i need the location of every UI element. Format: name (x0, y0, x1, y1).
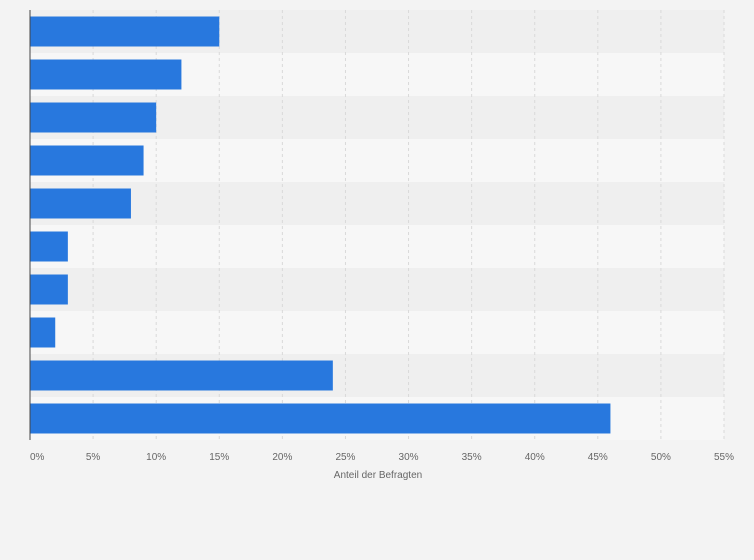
row-band (30, 225, 724, 268)
bar-series (30, 16, 611, 434)
x-tick-label: 0% (30, 452, 45, 463)
x-tick-label: 50% (651, 452, 671, 463)
x-tick-label: 20% (272, 452, 292, 463)
x-tick-label: 15% (209, 452, 229, 463)
x-tick-label: 55% (714, 452, 734, 463)
bar[interactable] (30, 145, 144, 176)
row-band (30, 311, 724, 354)
x-tick-label: 25% (335, 452, 355, 463)
bar[interactable] (30, 403, 611, 434)
x-tick-label: 40% (525, 452, 545, 463)
x-tick-label: 10% (146, 452, 166, 463)
x-axis-title: Anteil der Befragten (334, 470, 422, 481)
row-band (30, 268, 724, 311)
bar[interactable] (30, 188, 131, 219)
bar[interactable] (30, 231, 68, 262)
row-band (30, 182, 724, 225)
x-tick-label: 5% (86, 452, 101, 463)
bar[interactable] (30, 274, 68, 305)
x-tick-label: 30% (399, 452, 419, 463)
row-band (30, 139, 724, 182)
bar[interactable] (30, 360, 333, 391)
x-tick-label: 35% (462, 452, 482, 463)
bar[interactable] (30, 59, 182, 90)
x-tick-label: 45% (588, 452, 608, 463)
x-tick-labels: 0% 5% 10% 15% 20% 25% 30% 35% 40% 45% 50% 55% (30, 452, 734, 463)
bar[interactable] (30, 317, 56, 348)
bar[interactable] (30, 102, 157, 133)
bar[interactable] (30, 16, 220, 47)
